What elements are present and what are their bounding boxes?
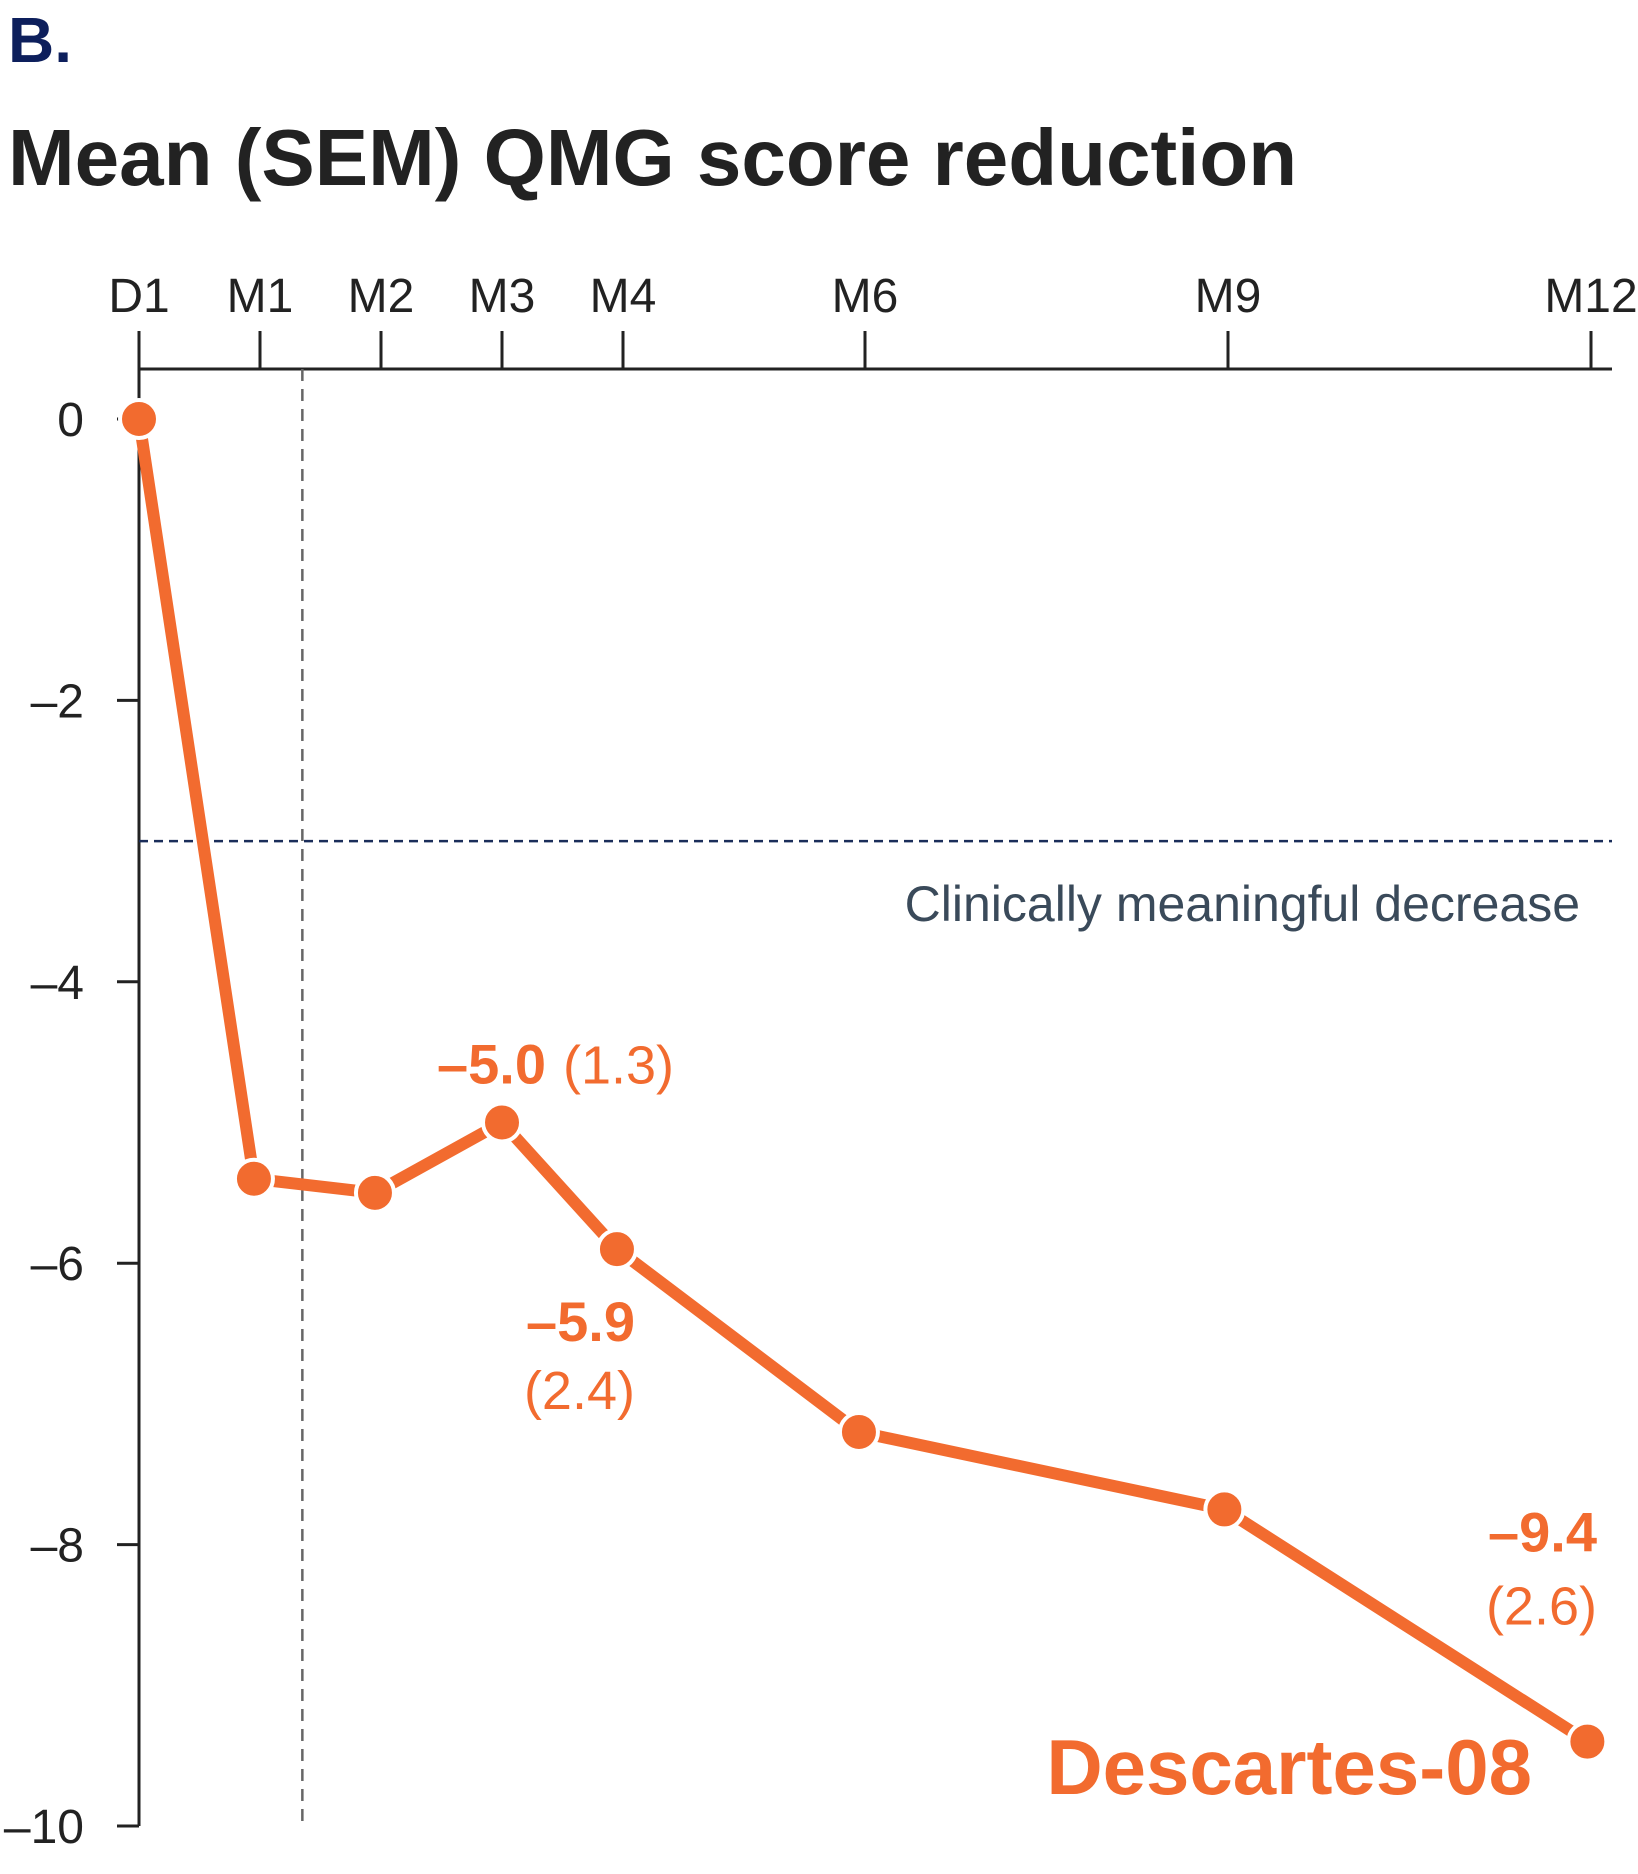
x-tick-label: M1 bbox=[227, 270, 294, 323]
x-tick-label: M3 bbox=[469, 270, 536, 323]
x-tick-label: M12 bbox=[1544, 270, 1637, 323]
axes: D1 M1 M2 M3 M4 M6 M9 M12 0 –2 –4 –6 –8 –10 bbox=[4, 270, 1638, 1854]
data-label-sem: (2.6) bbox=[1486, 1577, 1597, 1637]
y-tick-label: –6 bbox=[31, 1238, 84, 1291]
data-point bbox=[595, 1228, 638, 1271]
data-point bbox=[353, 1171, 396, 1214]
data-label-value: –9.4 bbox=[1488, 1501, 1597, 1564]
data-point bbox=[118, 398, 160, 440]
y-tick-label: –2 bbox=[31, 675, 84, 728]
chart-title: Mean (SEM) QMG score reduction bbox=[8, 113, 1298, 202]
data-label-value: –5.0 bbox=[437, 1033, 546, 1096]
x-tick-label: D1 bbox=[108, 270, 169, 323]
x-tick-label: M2 bbox=[348, 270, 415, 323]
y-tick-label: –4 bbox=[31, 957, 84, 1010]
x-tick-label: M4 bbox=[590, 270, 657, 323]
y-tick-label: 0 bbox=[57, 394, 84, 447]
data-point bbox=[1203, 1488, 1246, 1531]
data-point bbox=[1566, 1720, 1609, 1763]
data-point bbox=[481, 1101, 523, 1144]
y-tick-label: –10 bbox=[4, 1801, 84, 1854]
panel-label: B. bbox=[8, 4, 72, 76]
data-label-sem: (1.3) bbox=[563, 1036, 674, 1096]
series-line bbox=[133, 413, 1594, 1748]
y-tick-label: –8 bbox=[31, 1520, 84, 1573]
reference-line-label: Clinically meaningful decrease bbox=[905, 876, 1580, 932]
annotations: –5.0 (1.3) –5.9 (2.4) –9.4 (2.6) Descartes-08 bbox=[437, 1033, 1597, 1812]
data-label-value: –5.9 bbox=[526, 1290, 635, 1353]
series-label: Descartes-08 bbox=[1046, 1723, 1532, 1811]
reference-lines: Clinically meaningful decrease bbox=[139, 369, 1612, 1826]
x-tick-label: M6 bbox=[832, 270, 899, 323]
data-label-sem: (2.4) bbox=[524, 1361, 635, 1421]
series-group bbox=[118, 398, 1609, 1763]
data-point bbox=[837, 1411, 880, 1454]
data-point bbox=[232, 1157, 275, 1200]
x-tick-label: M9 bbox=[1195, 270, 1262, 323]
